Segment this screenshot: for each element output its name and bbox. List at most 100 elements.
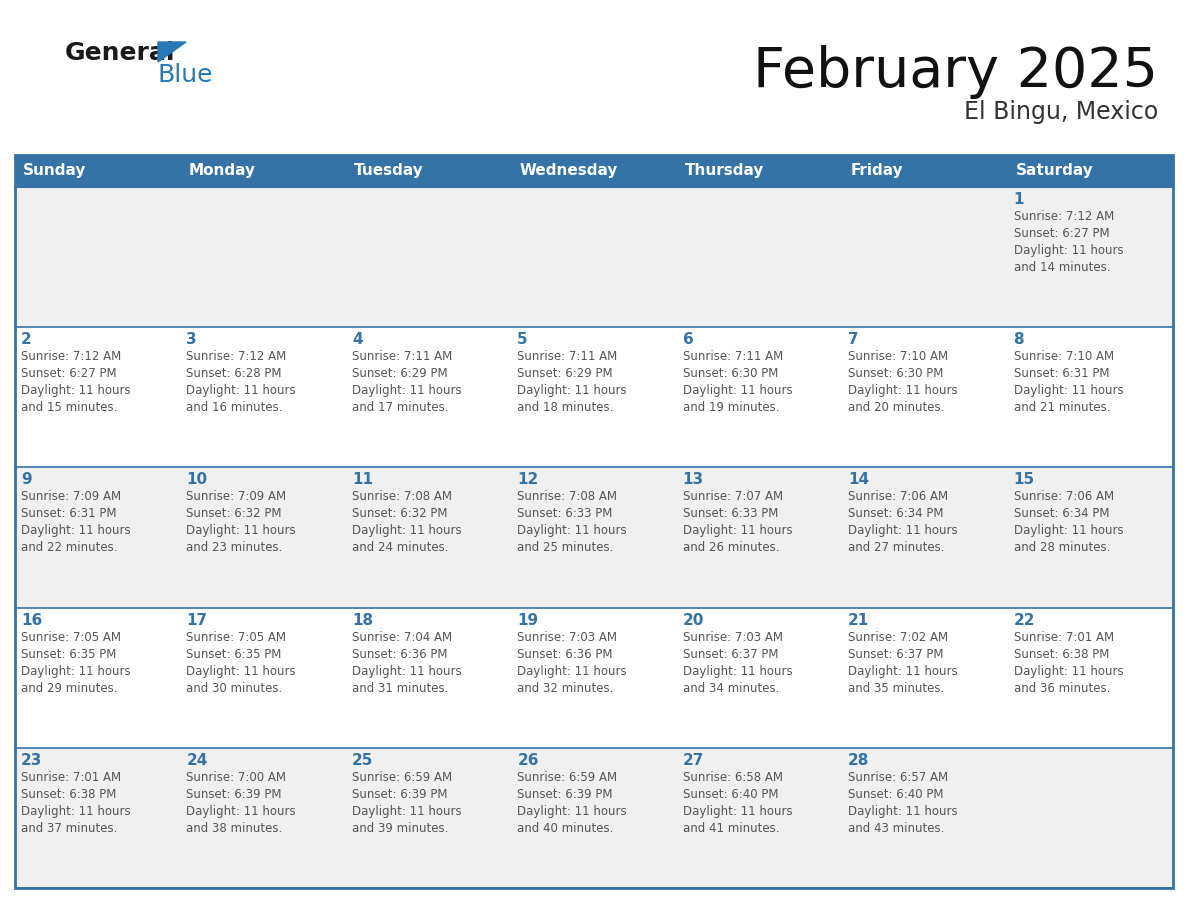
Text: Sunset: 6:31 PM: Sunset: 6:31 PM (1013, 367, 1110, 380)
Text: Sunset: 6:29 PM: Sunset: 6:29 PM (517, 367, 613, 380)
Text: Sunset: 6:38 PM: Sunset: 6:38 PM (21, 788, 116, 800)
Text: and 34 minutes.: and 34 minutes. (683, 681, 779, 695)
Text: and 39 minutes.: and 39 minutes. (352, 822, 448, 834)
Text: Sunrise: 6:59 AM: Sunrise: 6:59 AM (517, 771, 618, 784)
Text: Sunrise: 7:09 AM: Sunrise: 7:09 AM (187, 490, 286, 503)
Text: Saturday: Saturday (1016, 163, 1093, 178)
Text: Daylight: 11 hours: Daylight: 11 hours (187, 805, 296, 818)
Text: Monday: Monday (189, 163, 255, 178)
Text: Daylight: 11 hours: Daylight: 11 hours (683, 805, 792, 818)
Text: 19: 19 (517, 612, 538, 628)
Text: and 24 minutes.: and 24 minutes. (352, 542, 448, 554)
Text: Daylight: 11 hours: Daylight: 11 hours (187, 524, 296, 537)
Text: Sunrise: 6:59 AM: Sunrise: 6:59 AM (352, 771, 451, 784)
Text: and 36 minutes.: and 36 minutes. (1013, 681, 1110, 695)
Text: Daylight: 11 hours: Daylight: 11 hours (683, 385, 792, 397)
Text: Sunrise: 7:10 AM: Sunrise: 7:10 AM (1013, 350, 1113, 364)
Bar (15, 748, 1173, 888)
Text: Sunset: 6:35 PM: Sunset: 6:35 PM (21, 647, 116, 661)
Text: 11: 11 (352, 473, 373, 487)
Text: Daylight: 11 hours: Daylight: 11 hours (352, 385, 461, 397)
Text: Sunrise: 7:11 AM: Sunrise: 7:11 AM (517, 350, 618, 364)
Text: Sunset: 6:39 PM: Sunset: 6:39 PM (352, 788, 448, 800)
Text: Sunrise: 7:04 AM: Sunrise: 7:04 AM (352, 631, 451, 644)
Text: and 41 minutes.: and 41 minutes. (683, 822, 779, 834)
Text: Sunrise: 7:03 AM: Sunrise: 7:03 AM (683, 631, 783, 644)
Text: Sunrise: 7:06 AM: Sunrise: 7:06 AM (848, 490, 948, 503)
Text: 21: 21 (848, 612, 870, 628)
Text: Daylight: 11 hours: Daylight: 11 hours (21, 385, 131, 397)
Text: Sunrise: 7:11 AM: Sunrise: 7:11 AM (352, 350, 453, 364)
Text: 8: 8 (1013, 332, 1024, 347)
Text: Blue: Blue (158, 63, 214, 87)
Text: Sunrise: 7:12 AM: Sunrise: 7:12 AM (187, 350, 286, 364)
Text: 23: 23 (21, 753, 43, 767)
Text: 18: 18 (352, 612, 373, 628)
Text: 3: 3 (187, 332, 197, 347)
Bar (15, 187, 1173, 327)
Text: and 28 minutes.: and 28 minutes. (1013, 542, 1110, 554)
Text: Sunrise: 7:12 AM: Sunrise: 7:12 AM (1013, 210, 1114, 223)
Text: Daylight: 11 hours: Daylight: 11 hours (517, 805, 627, 818)
Text: Daylight: 11 hours: Daylight: 11 hours (1013, 385, 1123, 397)
Text: Daylight: 11 hours: Daylight: 11 hours (517, 385, 627, 397)
Text: and 16 minutes.: and 16 minutes. (187, 401, 283, 414)
Text: and 25 minutes.: and 25 minutes. (517, 542, 614, 554)
Bar (1007, 155, 1173, 187)
Bar (346, 155, 511, 187)
Text: Daylight: 11 hours: Daylight: 11 hours (352, 524, 461, 537)
Text: 26: 26 (517, 753, 539, 767)
Text: and 32 minutes.: and 32 minutes. (517, 681, 614, 695)
Text: Sunrise: 7:08 AM: Sunrise: 7:08 AM (352, 490, 451, 503)
Polygon shape (158, 42, 187, 62)
Bar (677, 155, 842, 187)
Text: 4: 4 (352, 332, 362, 347)
Text: Sunset: 6:37 PM: Sunset: 6:37 PM (848, 647, 943, 661)
Text: Sunrise: 7:05 AM: Sunrise: 7:05 AM (21, 631, 121, 644)
Text: and 38 minutes.: and 38 minutes. (187, 822, 283, 834)
Text: and 31 minutes.: and 31 minutes. (352, 681, 448, 695)
Bar (511, 155, 677, 187)
Text: 24: 24 (187, 753, 208, 767)
Text: Sunrise: 7:06 AM: Sunrise: 7:06 AM (1013, 490, 1113, 503)
Text: Sunset: 6:32 PM: Sunset: 6:32 PM (352, 508, 448, 521)
Bar (15, 608, 1173, 748)
Text: and 15 minutes.: and 15 minutes. (21, 401, 118, 414)
Text: and 18 minutes.: and 18 minutes. (517, 401, 614, 414)
Text: and 23 minutes.: and 23 minutes. (187, 542, 283, 554)
Text: 6: 6 (683, 332, 694, 347)
Text: Sunset: 6:40 PM: Sunset: 6:40 PM (683, 788, 778, 800)
Text: Sunrise: 7:02 AM: Sunrise: 7:02 AM (848, 631, 948, 644)
Text: 17: 17 (187, 612, 208, 628)
Text: and 29 minutes.: and 29 minutes. (21, 681, 118, 695)
Bar (842, 155, 1007, 187)
Text: 7: 7 (848, 332, 859, 347)
Text: Sunrise: 7:11 AM: Sunrise: 7:11 AM (683, 350, 783, 364)
Text: and 21 minutes.: and 21 minutes. (1013, 401, 1110, 414)
Text: 5: 5 (517, 332, 527, 347)
Text: Sunset: 6:37 PM: Sunset: 6:37 PM (683, 647, 778, 661)
Text: Daylight: 11 hours: Daylight: 11 hours (1013, 244, 1123, 257)
Text: and 30 minutes.: and 30 minutes. (187, 681, 283, 695)
Text: Sunrise: 7:07 AM: Sunrise: 7:07 AM (683, 490, 783, 503)
Text: Sunrise: 7:03 AM: Sunrise: 7:03 AM (517, 631, 618, 644)
Text: Daylight: 11 hours: Daylight: 11 hours (21, 524, 131, 537)
Text: 25: 25 (352, 753, 373, 767)
Text: Sunset: 6:27 PM: Sunset: 6:27 PM (1013, 227, 1110, 240)
Text: Sunrise: 7:00 AM: Sunrise: 7:00 AM (187, 771, 286, 784)
Text: Sunset: 6:36 PM: Sunset: 6:36 PM (517, 647, 613, 661)
Text: Daylight: 11 hours: Daylight: 11 hours (187, 665, 296, 677)
Text: 1: 1 (1013, 192, 1024, 207)
Text: 9: 9 (21, 473, 32, 487)
Text: 27: 27 (683, 753, 704, 767)
Text: 16: 16 (21, 612, 43, 628)
Text: Daylight: 11 hours: Daylight: 11 hours (848, 385, 958, 397)
Text: 10: 10 (187, 473, 208, 487)
Text: Sunset: 6:32 PM: Sunset: 6:32 PM (187, 508, 282, 521)
Text: Sunset: 6:39 PM: Sunset: 6:39 PM (517, 788, 613, 800)
Text: and 40 minutes.: and 40 minutes. (517, 822, 614, 834)
Text: and 37 minutes.: and 37 minutes. (21, 822, 118, 834)
Text: 12: 12 (517, 473, 538, 487)
Text: Sunrise: 7:12 AM: Sunrise: 7:12 AM (21, 350, 121, 364)
Text: Sunset: 6:30 PM: Sunset: 6:30 PM (848, 367, 943, 380)
